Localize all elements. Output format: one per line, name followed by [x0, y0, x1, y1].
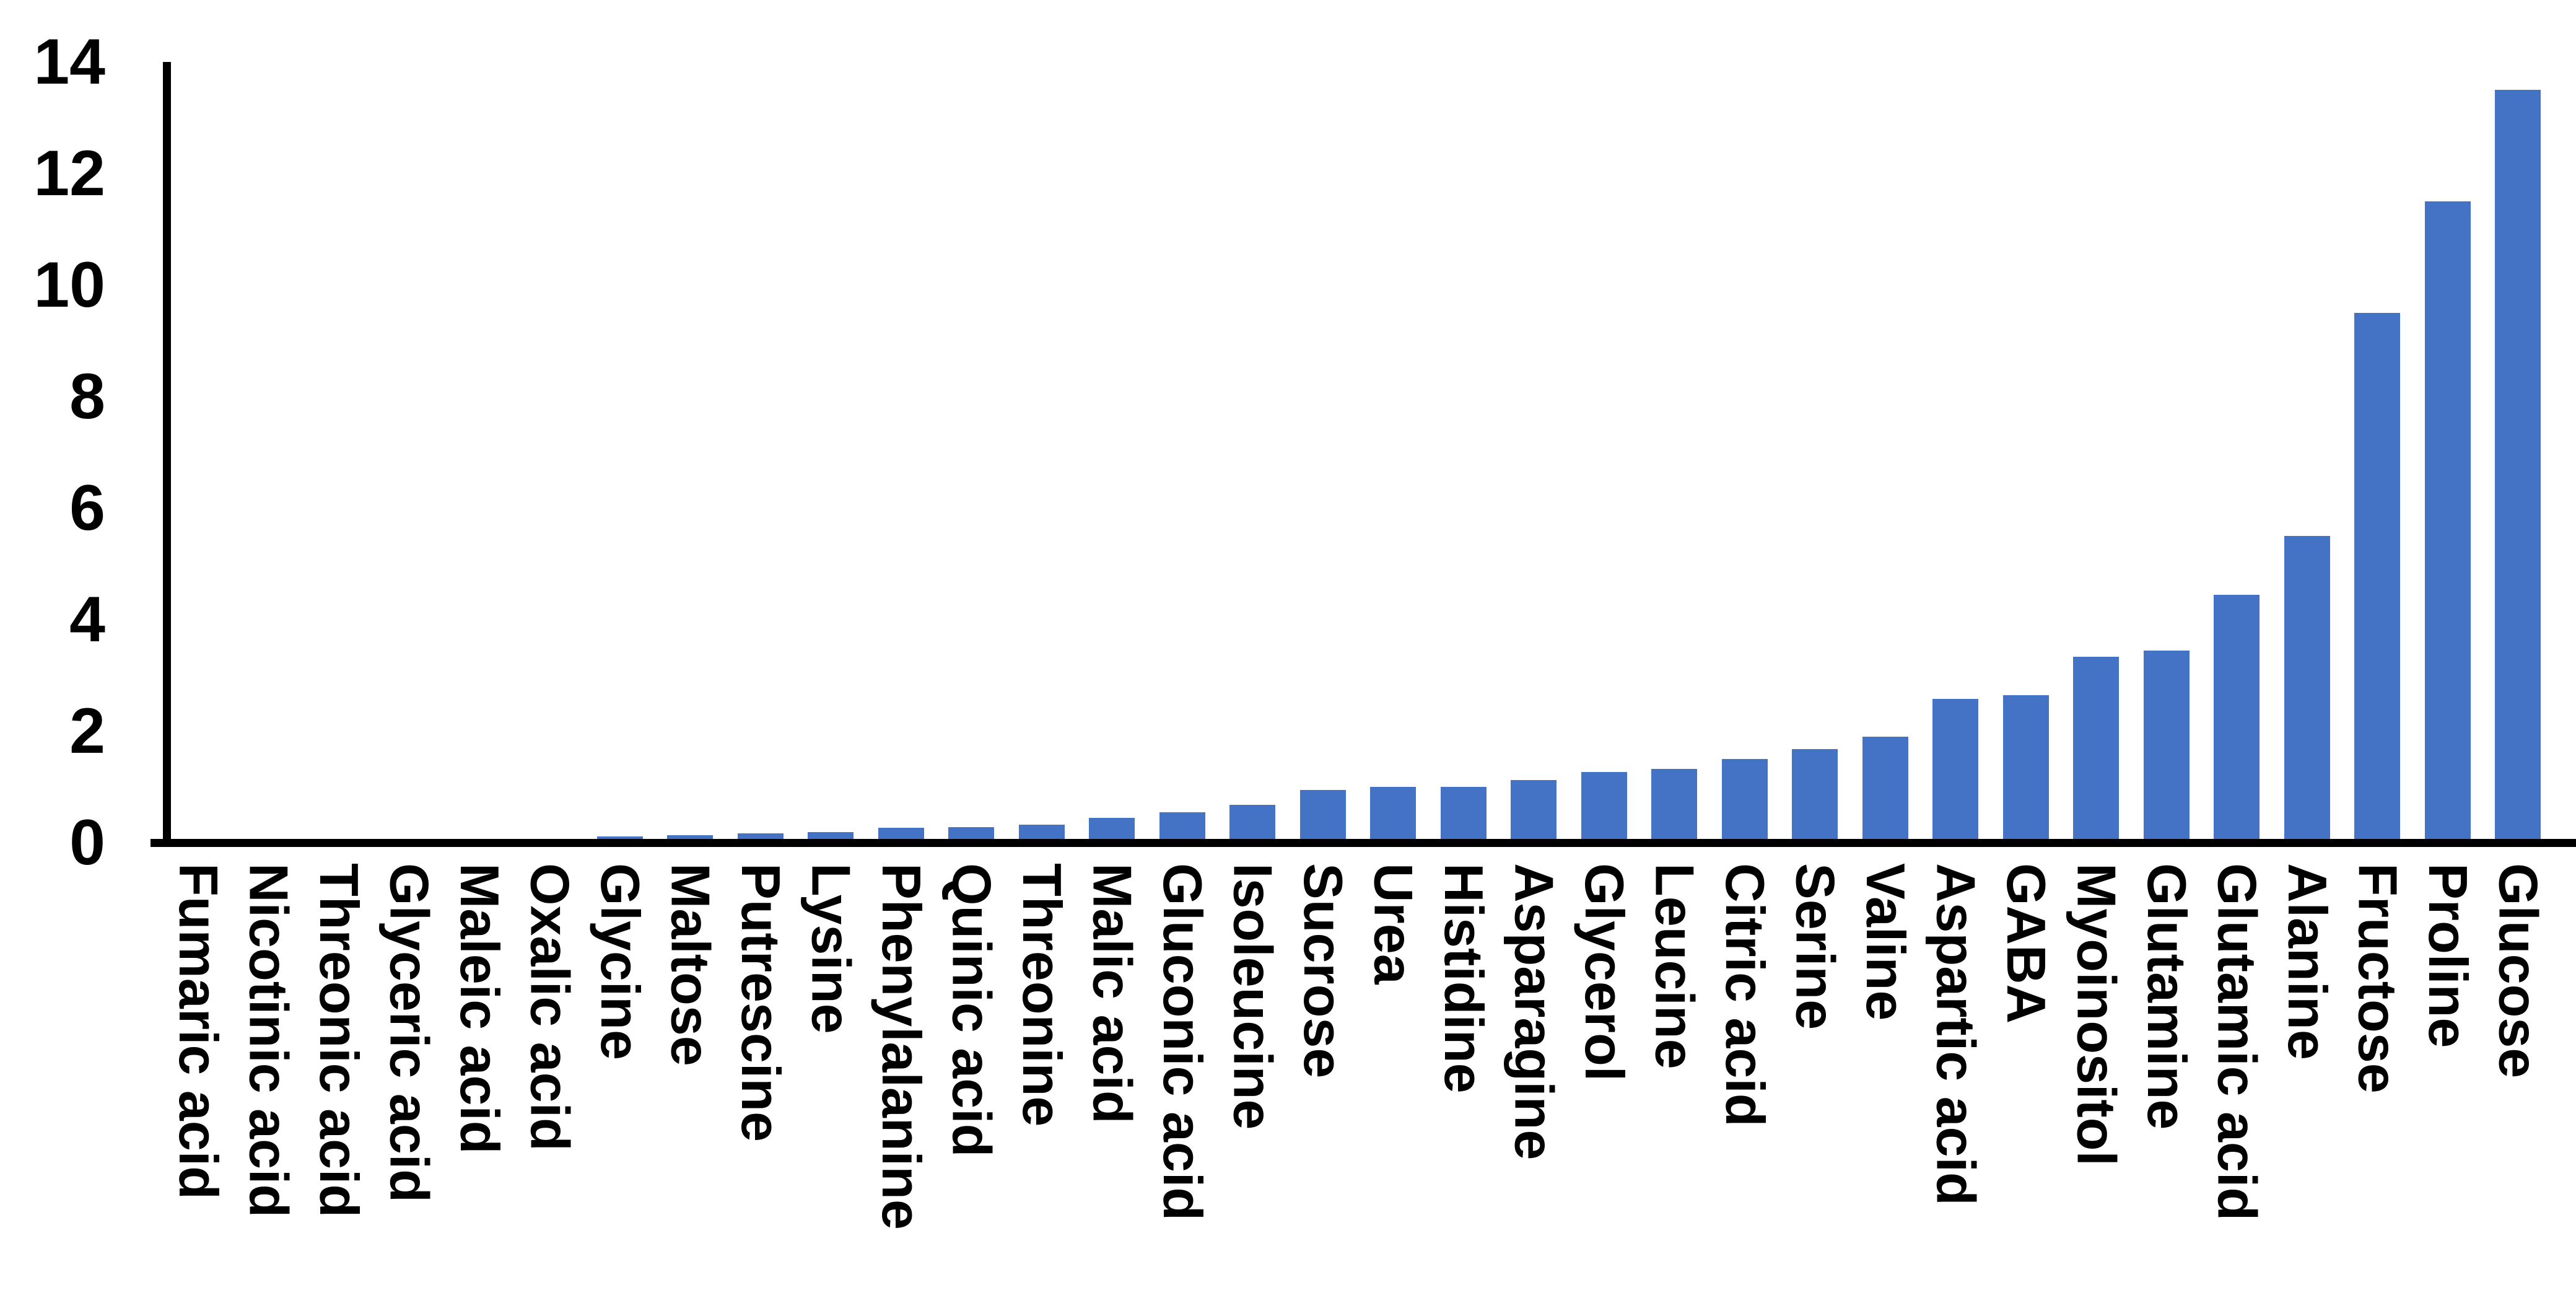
x-category-label: Isoleucine: [1222, 863, 1284, 1130]
x-category-label: Histidine: [1433, 863, 1495, 1094]
bar: [2354, 313, 2401, 843]
x-category-label: Sucrose: [1292, 863, 1354, 1079]
x-category-label: GABA: [1995, 863, 2057, 1024]
x-category-label: Citric acid: [1714, 863, 1776, 1127]
x-category-label: Proline: [2417, 863, 2479, 1048]
bar: [1721, 759, 1768, 843]
y-tick-label: 6: [69, 472, 105, 544]
x-category-label: Glutamine: [2136, 863, 2198, 1130]
x-category-label: Threonic acid: [308, 863, 370, 1218]
x-category-label: Asparagine: [1503, 863, 1565, 1160]
x-category-label: Threonine: [1011, 863, 1073, 1127]
y-tick-label: 12: [33, 138, 105, 209]
x-category-label: Glycine: [589, 863, 651, 1060]
x-category-label: Aspartic acid: [1925, 863, 1987, 1206]
x-category-label: Glyceric acid: [378, 863, 440, 1203]
x-axis-line: [151, 838, 2576, 847]
bar: [1932, 698, 1979, 843]
bar: [1581, 771, 1627, 843]
bar: [2143, 650, 2190, 843]
x-category-label: Putrescine: [730, 863, 792, 1142]
bar: [2424, 201, 2471, 843]
x-category-label: Malic acid: [1081, 863, 1143, 1124]
bar: [1229, 804, 1276, 843]
bar: [1511, 780, 1557, 843]
x-category-label: Oxalic acid: [519, 863, 581, 1151]
x-category-label: Alanine: [2276, 863, 2338, 1060]
bar: [2284, 536, 2330, 843]
bar: [1440, 787, 1487, 843]
x-category-label: Glycerol: [1573, 863, 1635, 1082]
x-category-label: Valine: [1854, 863, 1916, 1021]
y-axis-line: [163, 62, 171, 847]
x-category-label: Maleic acid: [448, 863, 510, 1154]
bar: [2214, 594, 2260, 843]
bar: [1862, 737, 1908, 843]
x-category-label: Leucine: [1644, 863, 1706, 1069]
x-category-label: Serine: [1784, 863, 1846, 1030]
x-category-label: Glutamic acid: [2206, 863, 2268, 1221]
bar: [1089, 818, 1135, 843]
bar: [1299, 790, 1346, 843]
bar: [1370, 787, 1417, 843]
bar: [1159, 812, 1205, 843]
y-tick-label: 4: [69, 584, 105, 656]
x-category-label: Nicotinic acid: [238, 863, 300, 1218]
bar: [2002, 695, 2049, 843]
y-tick-label: 14: [33, 26, 105, 98]
x-category-label: Lysine: [800, 863, 862, 1034]
x-category-label: Fructose: [2347, 863, 2409, 1094]
y-tick-label: 0: [69, 807, 105, 879]
x-category-label: Urea: [1363, 863, 1425, 985]
x-category-label: Glucose: [2487, 863, 2549, 1079]
y-tick-label: 10: [33, 249, 105, 321]
bar: [1792, 748, 1838, 843]
y-tick-label: 2: [69, 695, 105, 767]
x-category-label: Maltose: [660, 863, 722, 1066]
bar: [2495, 90, 2541, 843]
x-category-label: Quinic acid: [941, 863, 1003, 1157]
x-category-label: Fumaric acid: [167, 863, 229, 1200]
bar: [2073, 657, 2120, 843]
y-tick-label: 8: [69, 361, 105, 432]
x-category-label: Gluconic acid: [1151, 863, 1213, 1221]
x-category-label: Myoinositol: [2066, 863, 2128, 1166]
bar: [1651, 769, 1698, 843]
x-category-label: Phenylalanine: [870, 863, 932, 1230]
